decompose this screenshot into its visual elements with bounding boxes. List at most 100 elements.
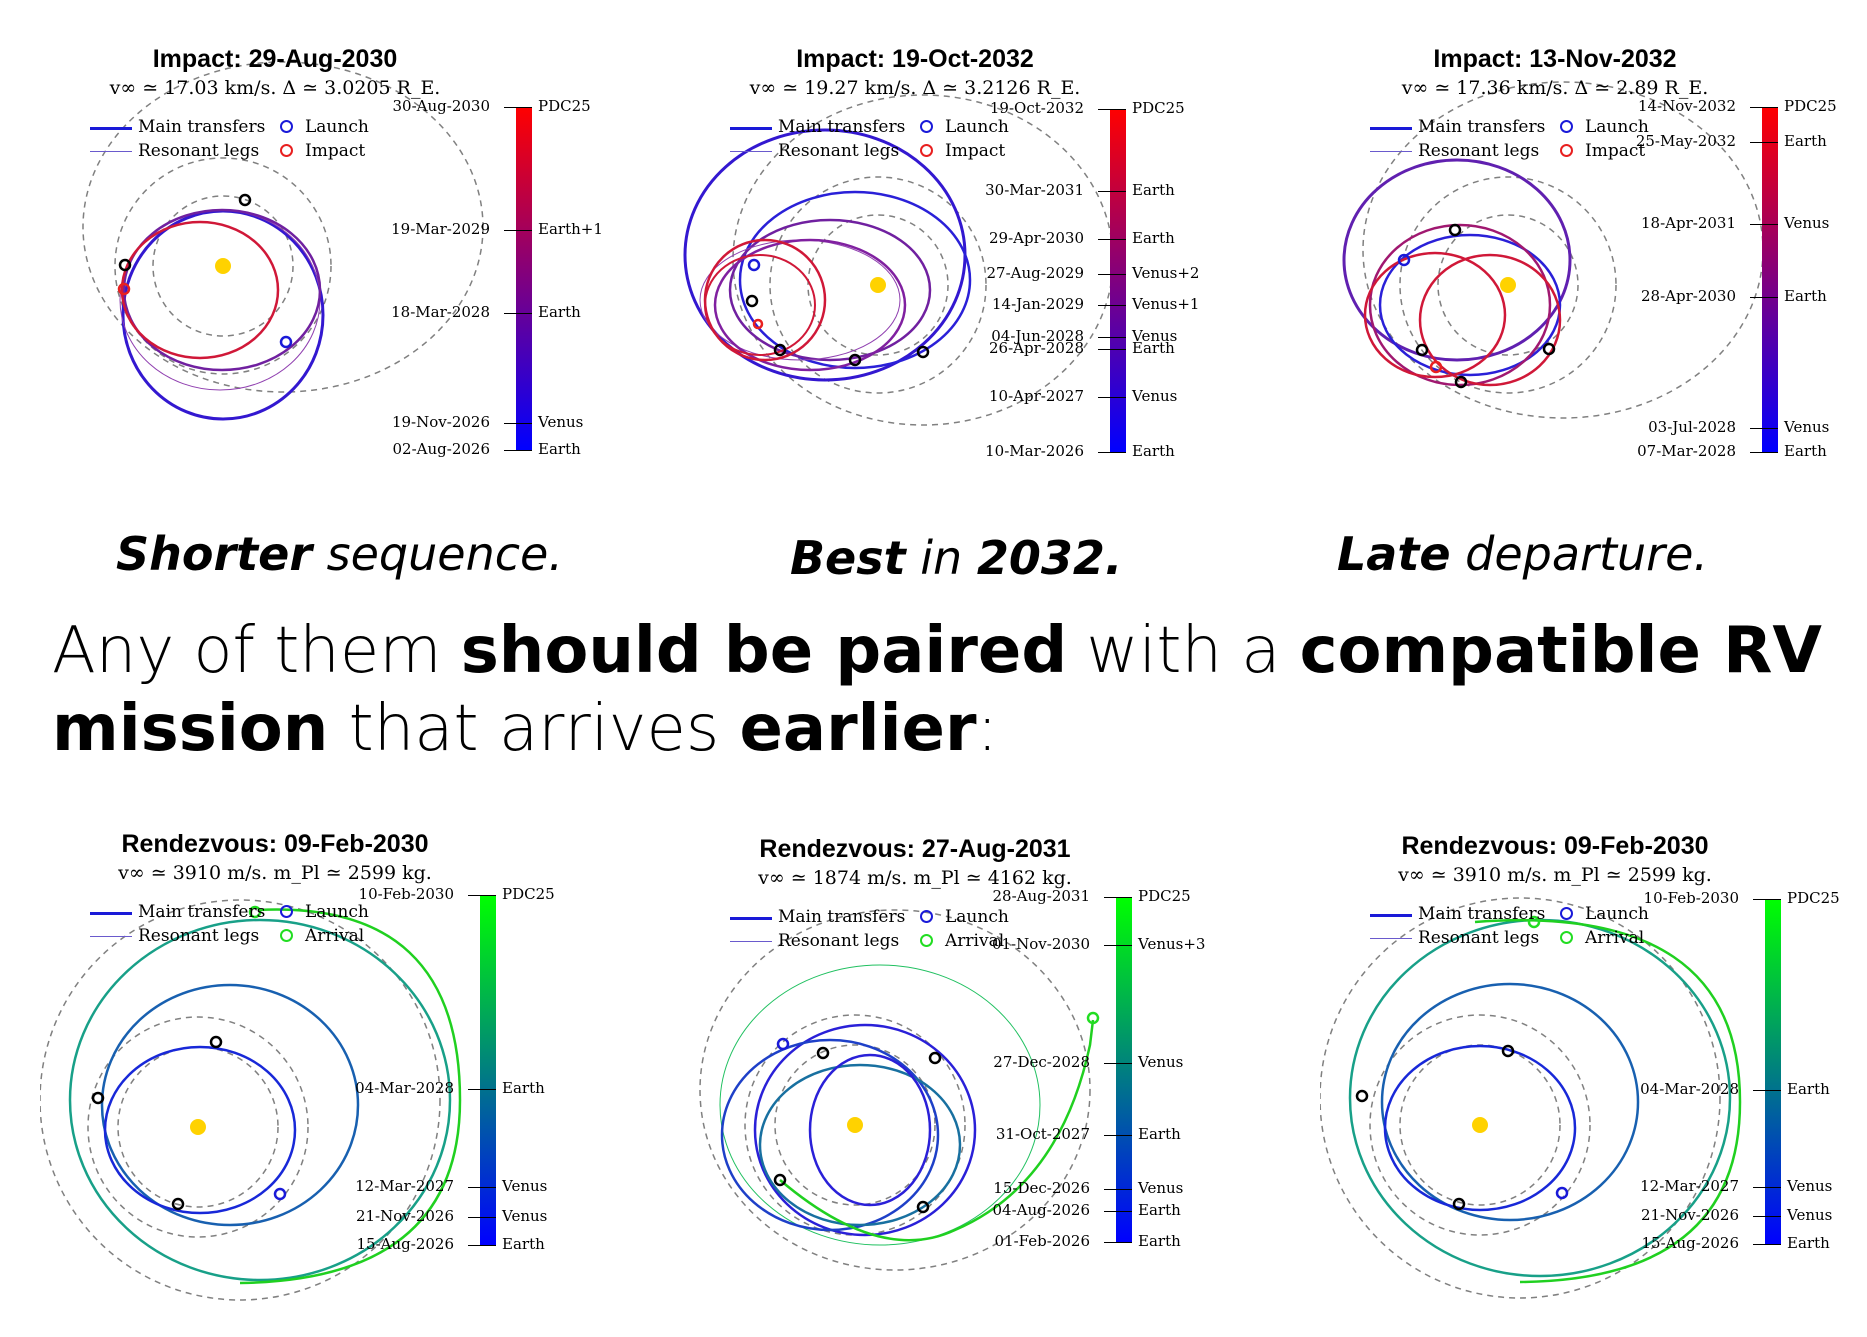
headline-text: Any of them should be paired with a comp… — [52, 614, 1822, 766]
orbit-plot — [699, 909, 1100, 1271]
tick-body: Earth — [1132, 229, 1175, 248]
colorbar — [480, 895, 496, 1245]
impact-marker — [1429, 360, 1443, 374]
panel-title: Rendezvous: 09-Feb-2030 — [1401, 832, 1709, 860]
tick-body: Venus — [1132, 327, 1178, 346]
caption-shorter-sequence: Shorter sequence. — [116, 527, 563, 581]
tick-body: Earth — [1784, 131, 1827, 150]
tick-date: 12-Mar-2027 — [355, 1177, 454, 1196]
panel-title: Impact: 29-Aug-2030 — [152, 45, 398, 73]
panel-subtitle: v∞ ≃ 3910 m/s. m_Pl ≃ 2599 kg. — [118, 862, 432, 884]
tick-date: 18-Apr-2031 — [1640, 214, 1736, 233]
tick-date: 19-Mar-2029 — [391, 220, 490, 239]
tick-date: 07-Mar-2028 — [1637, 442, 1736, 460]
launch-marker — [1555, 1186, 1569, 1200]
colorbar — [1762, 107, 1778, 452]
colorbar — [1110, 109, 1126, 452]
sun — [215, 258, 231, 274]
tick-body: Earth — [1132, 181, 1175, 200]
impact-marker — [752, 318, 764, 330]
colorbar — [1765, 899, 1781, 1244]
orbit-plot — [1320, 897, 1742, 1299]
panel-subtitle: v∞ ≃ 3910 m/s. m_Pl ≃ 2599 kg. — [1398, 864, 1712, 886]
panel-subtitle: v∞ ≃ 17.36 km/s. Δ ≃ 2.89 R_E. — [1401, 77, 1709, 99]
sun — [1500, 277, 1516, 293]
tick-body: Venus — [1787, 1177, 1833, 1196]
arrival-marker — [1086, 1011, 1100, 1025]
tick-body: PDC25 — [538, 97, 591, 115]
tick-date: 10-Apr-2027 — [988, 387, 1084, 406]
tick-date: 04-Mar-2028 — [1640, 1080, 1739, 1099]
launch-marker — [1397, 253, 1411, 267]
tick-date: 10-Feb-2030 — [1643, 889, 1739, 907]
sun — [847, 1117, 863, 1133]
tick-date: 10-Mar-2026 — [985, 442, 1084, 460]
tick-body: Venus+2 — [1132, 263, 1200, 282]
launch-marker — [279, 335, 293, 349]
tick-date: 14-Nov-2032 — [1637, 97, 1736, 115]
tick-body: Venus+1 — [1132, 294, 1200, 313]
trajectory-panel-impact-2032-late: Impact: 13-Nov-2032 v∞ ≃ 17.36 km/s. Δ ≃… — [1320, 15, 1867, 505]
tick-date: 15-Aug-2026 — [1641, 1234, 1740, 1252]
tick-body: Venus+3 — [1138, 935, 1206, 954]
tick-date: 26-Apr-2028 — [988, 339, 1084, 358]
panel-title: Rendezvous: 09-Feb-2030 — [121, 830, 429, 858]
tick-date: 04-Mar-2028 — [355, 1079, 454, 1098]
tick-body: PDC25 — [502, 885, 555, 903]
tick-date: 15-Dec-2026 — [993, 1178, 1090, 1197]
caption-best-2032: Best in 2032. — [790, 531, 1123, 585]
tick-date: 15-Aug-2026 — [356, 1235, 455, 1253]
tick-body: Venus — [502, 1177, 548, 1196]
tick-body: Earth — [1787, 1234, 1830, 1252]
tick-date: 01-Feb-2026 — [994, 1232, 1090, 1250]
tick-body: Earth — [1784, 286, 1827, 305]
sun — [190, 1119, 206, 1135]
tick-body: PDC25 — [1132, 99, 1185, 117]
trajectory-panel-rendezvous-2030-b: Rendezvous: 09-Feb-2030 v∞ ≃ 3910 m/s. m… — [1320, 802, 1867, 1299]
tick-date: 21-Nov-2026 — [1640, 1206, 1739, 1225]
tick-date: 03-Jul-2028 — [1648, 417, 1736, 436]
trajectory-panel-rendezvous-2031: Rendezvous: 27-Aug-2031 v∞ ≃ 1874 m/s. m… — [680, 805, 1280, 1295]
tick-body: Venus — [502, 1207, 548, 1225]
arrival-marker — [248, 905, 262, 919]
tick-date: 02-Aug-2026 — [392, 440, 491, 458]
tick-body: PDC25 — [1787, 889, 1840, 907]
tick-body: Earth — [502, 1079, 545, 1098]
tick-body: Venus — [1784, 417, 1830, 436]
panel-subtitle: v∞ ≃ 1874 m/s. m_Pl ≃ 4162 kg. — [758, 867, 1072, 889]
impact-marker — [117, 282, 131, 296]
tick-date: 27-Dec-2028 — [993, 1052, 1090, 1071]
tick-date: 30-Aug-2030 — [392, 97, 491, 115]
tick-date: 04-Aug-2026 — [992, 1200, 1091, 1219]
arrival-marker — [1527, 915, 1541, 929]
tick-date: 29-Apr-2030 — [988, 229, 1084, 248]
tick-body: Earth — [1784, 442, 1827, 460]
tick-body: Earth — [538, 440, 581, 458]
tick-date: 27-Aug-2029 — [986, 263, 1085, 282]
trajectory-panel-impact-2030: Impact: 29-Aug-2030 v∞ ≃ 17.03 km/s. Δ ≃… — [40, 15, 640, 505]
tick-body: Earth — [1132, 442, 1175, 460]
colorbar — [1116, 897, 1132, 1242]
tick-body: PDC25 — [1138, 887, 1191, 905]
panel-subtitle: v∞ ≃ 17.03 km/s. Δ ≃ 3.0205 R_E. — [109, 77, 441, 99]
tick-body: Earth+1 — [538, 220, 603, 239]
launch-marker — [747, 258, 761, 272]
tick-date: 21-Nov-2026 — [355, 1207, 454, 1225]
sun — [1472, 1117, 1488, 1133]
tick-date: 12-Mar-2027 — [1640, 1177, 1739, 1196]
tick-date: 19-Oct-2032 — [989, 99, 1084, 117]
tick-body: Venus — [1138, 1052, 1184, 1071]
panel-title: Rendezvous: 27-Aug-2031 — [759, 835, 1071, 863]
sun — [870, 277, 886, 293]
tick-body: Venus — [1138, 1178, 1184, 1197]
trajectory-panel-rendezvous-2030: Rendezvous: 09-Feb-2030 v∞ ≃ 3910 m/s. m… — [40, 800, 640, 1301]
tick-date: 18-Mar-2028 — [391, 302, 490, 321]
trajectory-panel-impact-2032: Impact: 19-Oct-2032 v∞ ≃ 19.27 km/s. Δ ≃… — [680, 15, 1280, 505]
tick-date: 10-Feb-2030 — [358, 885, 454, 903]
tick-body: Venus — [1787, 1206, 1833, 1225]
tick-body: Earth — [1132, 339, 1175, 358]
colorbar — [516, 107, 532, 450]
tick-body: Earth — [1138, 1200, 1181, 1219]
tick-body: Venus — [1784, 214, 1830, 233]
launch-marker — [273, 1187, 287, 1201]
